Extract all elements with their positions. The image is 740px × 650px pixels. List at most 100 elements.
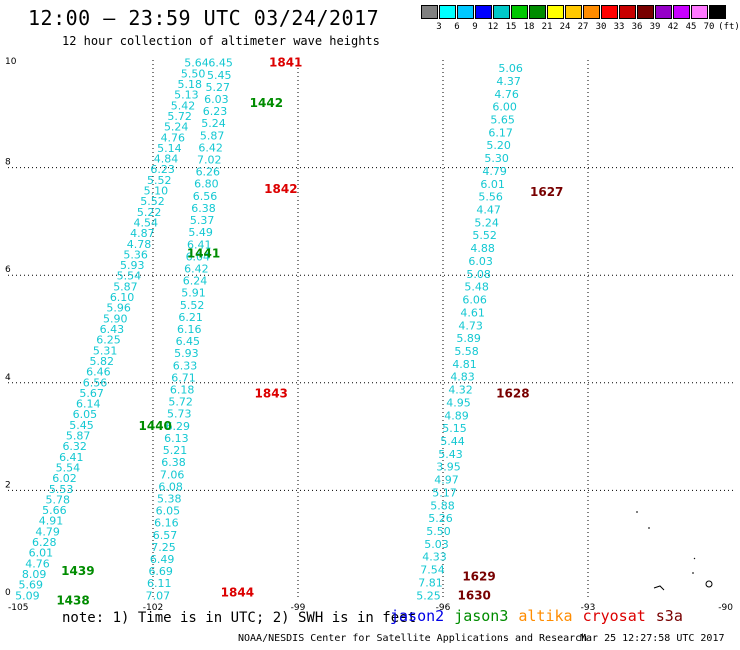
- chart-subtitle: 12 hour collection of altimeter wave hei…: [62, 34, 380, 48]
- legend-level-label: 12: [487, 22, 499, 32]
- swh-value-label: 6.14: [76, 398, 101, 411]
- pass-time-label: 1843: [255, 387, 288, 401]
- swh-value-label: 5.03: [424, 538, 449, 551]
- swh-value-label: 6.42: [184, 262, 209, 275]
- legend-swatch: [565, 5, 582, 19]
- swh-value-label: 6.32: [62, 440, 87, 453]
- swh-value-label: 6.01: [29, 547, 54, 560]
- swh-value-label: 6.25: [96, 334, 121, 347]
- swh-value-label: 5.91: [181, 287, 206, 300]
- swh-value-label: 5.93: [120, 259, 145, 272]
- coastline-dots: [636, 511, 696, 574]
- swh-value-label: 6.46: [86, 366, 111, 379]
- swh-value-label: 7.25: [151, 541, 176, 554]
- swh-value-label: 6.38: [191, 202, 216, 215]
- swh-value-label: 5.18: [177, 78, 202, 91]
- sat-s3a: s3a: [655, 607, 683, 625]
- swh-value-label: 7.07: [146, 589, 171, 602]
- swh-value-label: 4.87: [130, 227, 155, 240]
- swh-value-label: 5.45: [69, 419, 94, 432]
- swh-value-label: 6.49: [150, 553, 175, 566]
- swh-value-label: 5.24: [201, 117, 226, 130]
- swh-value-label: 5.87: [113, 280, 138, 293]
- x-tick-label: -102: [143, 603, 163, 613]
- legend-level-label: 24: [559, 22, 571, 32]
- swh-value-label: 6.69: [148, 565, 173, 578]
- swh-value-label: 5.48: [464, 281, 489, 294]
- pass-time-label: 1629: [462, 569, 495, 583]
- y-tick-label: 4: [5, 373, 11, 383]
- swh-value-label: 3.95: [436, 461, 461, 474]
- swh-value-label: 5.50: [181, 67, 206, 80]
- swh-value-label: 5.24: [474, 216, 499, 229]
- units-note: note: 1) Time is in UTC; 2) SWH is in fe…: [62, 610, 417, 626]
- swh-value-label: 5.87: [200, 129, 225, 142]
- swh-value-label: 6.03: [204, 93, 229, 106]
- pass-time-label: 1441: [187, 247, 220, 261]
- swh-value-label: 6.17: [488, 126, 513, 139]
- swh-value-label: 5.24: [164, 121, 189, 134]
- y-tick-label: 2: [5, 480, 11, 490]
- pass-time-label: 1844: [221, 586, 254, 600]
- swh-value-label: 5.49: [188, 226, 213, 239]
- swh-value-label: 7.06: [160, 468, 185, 481]
- swh-value-label: 5.36: [123, 248, 148, 261]
- legend-level-label: 30: [595, 22, 607, 32]
- pass-time-label: 1841: [269, 56, 302, 70]
- swh-value-label: 5.53: [49, 483, 74, 496]
- y-tick-label: 10: [5, 57, 17, 67]
- swh-value-label: 6.00: [492, 101, 517, 114]
- swh-value-label: 5.25: [416, 589, 441, 602]
- swh-value-label: 4.54: [134, 216, 159, 229]
- swh-value-label: 5.52: [472, 229, 497, 242]
- swh-value-label: 6.71: [171, 371, 196, 384]
- swh-value-label: 6.33: [173, 359, 198, 372]
- x-tick-label: -105: [8, 603, 28, 613]
- pass-time-label: 1628: [496, 387, 529, 401]
- swh-value-label: 5.43: [438, 448, 463, 461]
- swh-value-label: 8.09: [22, 568, 47, 581]
- swh-value-label: 5.45: [207, 69, 232, 82]
- legend-level-label: 39: [649, 22, 661, 32]
- swh-value-label: 5.93: [174, 347, 199, 360]
- swh-value-label: 4.88: [470, 242, 495, 255]
- legend-level-label: 36: [631, 22, 643, 32]
- legend-swatch: [637, 5, 654, 19]
- swh-value-label: 5.20: [486, 139, 511, 152]
- swh-value-label: 5.54: [56, 461, 81, 474]
- swh-value-label: 4.73: [458, 319, 483, 332]
- swh-value-label: 6.10: [110, 291, 135, 304]
- swh-value-label: 6.28: [32, 536, 57, 549]
- swh-value-label: 4.78: [127, 238, 152, 251]
- legend-swatch: [619, 5, 636, 19]
- swh-value-label: 6.08: [158, 480, 183, 493]
- swh-value-label: 6.24: [183, 275, 208, 288]
- swh-value-label: 4.91: [39, 515, 64, 528]
- swh-value-label: 6.45: [208, 57, 233, 70]
- swh-value-label: 6.04: [186, 250, 211, 263]
- swh-value-label: 4.47: [476, 204, 501, 217]
- swh-value-label: 5.78: [46, 493, 71, 506]
- swh-value-label: 6.16: [177, 323, 202, 336]
- swh-value-label: 5.72: [167, 110, 192, 123]
- swh-value-label: 4.95: [446, 396, 471, 409]
- pass-time-label: 1440: [139, 419, 172, 433]
- x-tick-label: -93: [581, 603, 596, 613]
- swh-value-label: 4.84: [154, 153, 179, 166]
- x-tick-label: -99: [291, 603, 306, 613]
- legend-level-label: 42: [667, 22, 679, 32]
- pass-time-label: 1438: [56, 594, 89, 608]
- swh-value-label: 5.65: [490, 114, 515, 127]
- pass-time-label: 1442: [250, 96, 283, 110]
- legend-swatch: [493, 5, 510, 19]
- swh-value-label: 5.50: [426, 525, 451, 538]
- legend-swatch: [601, 5, 618, 19]
- swh-value-label: 6.42: [198, 141, 223, 154]
- swh-value-label: 6.38: [161, 456, 186, 469]
- sat-jason2: jason2: [390, 607, 445, 625]
- swh-value-label: 5.10: [144, 185, 169, 198]
- chart-title: 12:00 — 23:59 UTC 03/24/2017: [28, 6, 380, 30]
- y-tick-label: 6: [5, 265, 11, 275]
- swh-value-label: 6.26: [196, 166, 221, 179]
